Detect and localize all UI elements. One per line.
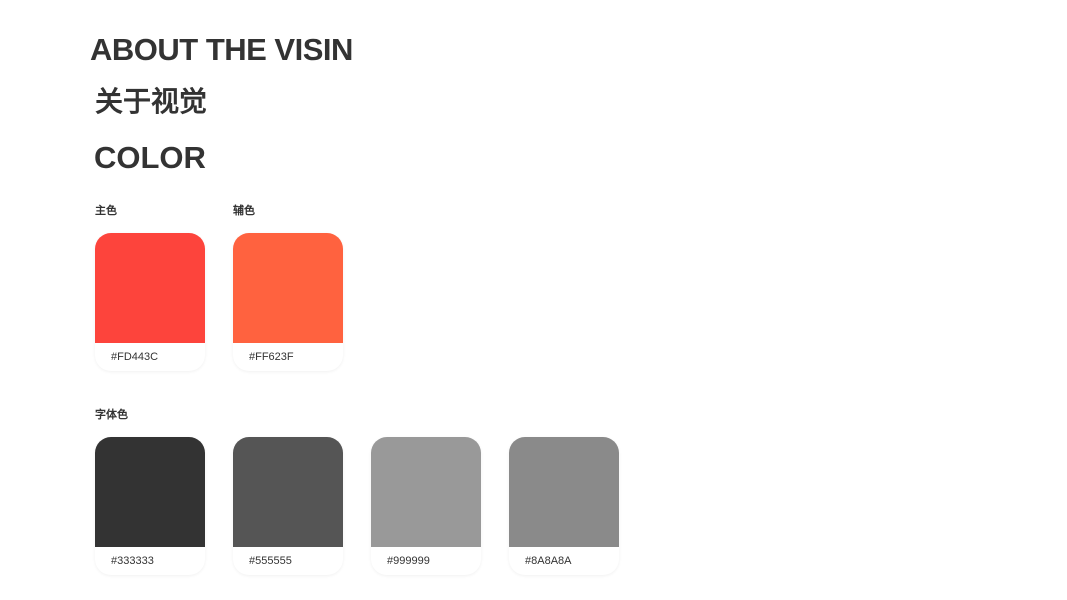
section-title: COLOR [94, 140, 206, 175]
color-hex: #FF623F [249, 351, 294, 363]
color-card-primary: #FD443C [95, 233, 205, 371]
color-hex: #999999 [387, 555, 430, 567]
color-card-text: #8A8A8A [509, 437, 619, 575]
color-card-text: #555555 [233, 437, 343, 575]
color-swatch [509, 437, 619, 547]
color-swatch [95, 233, 205, 343]
color-hex: #333333 [111, 555, 154, 567]
page-title: ABOUT THE VISIN [90, 32, 353, 67]
color-hex: #FD443C [111, 351, 159, 363]
color-hex: #555555 [249, 555, 292, 567]
color-swatch [95, 437, 205, 547]
color-swatch [233, 233, 343, 343]
color-card-text: #999999 [371, 437, 481, 575]
secondary-label: 辅色 [233, 205, 255, 217]
color-hex: #8A8A8A [525, 555, 572, 567]
color-swatch [233, 437, 343, 547]
color-card-secondary: #FF623F [233, 233, 343, 371]
primary-label: 主色 [95, 205, 117, 217]
page-subtitle: 关于视觉 [95, 86, 208, 117]
color-swatch [371, 437, 481, 547]
color-card-text: #333333 [95, 437, 205, 575]
text-color-label: 字体色 [95, 409, 128, 421]
